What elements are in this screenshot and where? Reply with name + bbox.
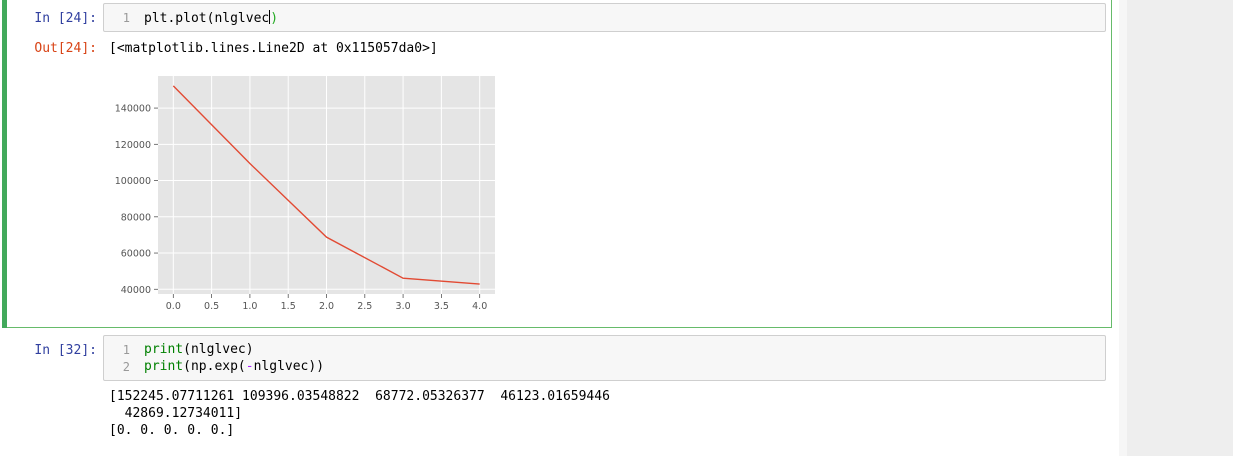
y-tick-label: 40000 [121, 285, 151, 296]
x-tick-label: 0.5 [204, 301, 219, 312]
matching-paren: ) [270, 11, 279, 26]
x-tick-label: 3.0 [396, 301, 411, 312]
y-tick-label: 100000 [115, 176, 151, 187]
y-tick-label: 120000 [115, 140, 151, 151]
code-line[interactable]: print(nlglvec) [144, 342, 254, 357]
code-editor-32[interactable]: 1 print(nlglvec) 2 print(np.exp(-nlglvec… [103, 335, 1106, 381]
x-tick-label: 3.5 [434, 301, 449, 312]
y-tick-label: 80000 [121, 212, 151, 223]
x-tick-label: 4.0 [472, 301, 487, 312]
y-tick-label: 60000 [121, 249, 151, 260]
stdout-line: [152245.07711261 109396.03548822 68772.0… [109, 389, 610, 404]
x-tick-label: 1.5 [281, 301, 296, 312]
x-tick-label: 2.5 [357, 301, 372, 312]
in-prompt-32: In [32]: [34, 343, 97, 358]
y-tick-label: 140000 [115, 104, 151, 115]
series-line [172, 85, 480, 285]
code-line[interactable]: plt.plot(nlglvec) [144, 10, 279, 26]
x-tick-label: 0.0 [166, 301, 181, 312]
x-tick-label: 1.0 [242, 301, 257, 312]
x-tick-label: 2.0 [319, 301, 334, 312]
out-prompt-24: Out[24]: [34, 41, 97, 56]
notebook-right-gutter [1127, 0, 1233, 456]
text-cursor [269, 10, 271, 24]
output-repr: [<matplotlib.lines.Line2D at 0x115057da0… [109, 41, 438, 56]
code-line[interactable]: print(np.exp(-nlglvec)) [144, 359, 325, 374]
line-number: 1 [122, 343, 130, 357]
selected-cell-indicator [2, 0, 7, 328]
line-chart: 0.0 0.5 1.0 1.5 2.0 2.5 3.0 3.5 4.0 40000 60000 800… [115, 76, 495, 312]
stdout-line: [0. 0. 0. 0. 0.] [109, 423, 235, 438]
line-number: 1 [122, 11, 130, 25]
notebook-separator [1119, 0, 1127, 456]
line-number: 2 [122, 360, 130, 374]
stdout-line: 42869.12734011] [109, 406, 243, 421]
in-prompt-24: In [24]: [34, 11, 97, 26]
code-editor-24[interactable]: 1 plt.plot(nlglvec) [103, 3, 1106, 32]
